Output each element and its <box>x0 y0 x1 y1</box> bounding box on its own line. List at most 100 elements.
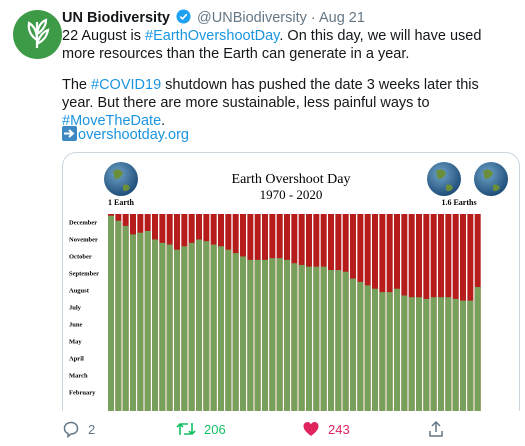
y-tick-label: November <box>69 236 98 243</box>
bar <box>122 225 129 411</box>
bar <box>181 246 188 411</box>
bar <box>445 297 452 411</box>
chart-subtitle: 1970 - 2020 <box>260 187 323 202</box>
bar <box>269 258 276 411</box>
text: . On this day, we will have used more re… <box>62 28 482 62</box>
y-tick-label: December <box>69 219 97 226</box>
earth-icon <box>427 162 461 196</box>
bar <box>225 249 232 411</box>
y-tick-label: April <box>69 355 84 362</box>
earth-land <box>113 169 130 192</box>
bar <box>276 258 283 411</box>
bar <box>240 256 247 411</box>
bar <box>328 270 335 411</box>
media-card[interactable]: 1 Earth 1.6 Earths Earth Overshoot Day 1… <box>62 152 520 411</box>
y-tick-label: March <box>69 372 88 379</box>
action-bar: 2 206 243 <box>0 418 525 442</box>
bar <box>298 264 305 411</box>
bar <box>335 270 342 411</box>
logo <box>27 18 50 49</box>
reply-icon <box>63 421 79 438</box>
bar <box>416 297 423 411</box>
bar <box>174 249 181 411</box>
text: The <box>62 77 92 93</box>
bar <box>320 266 327 411</box>
reply-button[interactable]: 2 <box>62 420 95 438</box>
bar <box>474 287 481 411</box>
earth-icon <box>474 162 508 196</box>
like-button[interactable]: 243 <box>302 420 350 438</box>
share-button[interactable] <box>427 420 445 438</box>
earth-land <box>436 169 453 192</box>
bar <box>342 271 349 411</box>
arrow-icon <box>62 126 77 141</box>
bar <box>218 246 225 411</box>
paragraph: 22 August is #EarthOvershootDay. On this… <box>62 27 514 63</box>
like-count: 243 <box>328 421 350 437</box>
chart: 1 Earth 1.6 Earths Earth Overshoot Day 1… <box>69 162 508 411</box>
y-tick-label: June <box>69 321 82 328</box>
bar <box>430 297 437 411</box>
link-row: overshootday.org <box>62 126 189 143</box>
bar <box>423 298 430 411</box>
author-name[interactable]: UN Biodiversity <box>62 10 170 26</box>
bar <box>196 239 203 411</box>
retweet-count: 206 <box>204 421 226 437</box>
bar <box>401 295 408 411</box>
bar <box>364 285 371 411</box>
bar <box>386 292 393 411</box>
bar <box>372 288 379 411</box>
text: . <box>161 113 166 129</box>
bar <box>166 244 173 411</box>
bar <box>108 215 115 411</box>
y-tick-label: February <box>69 389 96 396</box>
hashtag[interactable]: #COVID19 <box>91 77 162 93</box>
bar <box>152 239 159 411</box>
right-label: 1.6 Earths <box>441 198 476 207</box>
bar <box>262 259 269 411</box>
bar <box>467 300 474 411</box>
author-handle[interactable]: @UNBiodiversity <box>197 10 307 26</box>
bar <box>130 234 137 411</box>
bar <box>210 244 217 411</box>
paragraph: The #COVID19 shutdown has pushed the dat… <box>62 76 514 130</box>
bar <box>313 266 320 411</box>
bar <box>460 300 467 411</box>
y-tick-label: September <box>69 270 99 277</box>
y-tick-label: October <box>69 253 92 260</box>
text: 22 August is <box>62 28 146 44</box>
left-label: 1 Earth <box>108 198 135 207</box>
bar <box>203 241 210 411</box>
avatar[interactable] <box>13 10 62 59</box>
hashtag[interactable]: #EarthOvershootDay <box>145 28 280 44</box>
bar <box>379 292 386 411</box>
tweet-date[interactable]: Aug 21 <box>318 10 365 26</box>
like-icon <box>303 422 319 436</box>
link[interactable]: overshootday.org <box>78 127 189 143</box>
hashtag[interactable]: #MoveTheDate <box>62 113 162 129</box>
bar <box>232 253 239 411</box>
y-tick-label: July <box>69 304 82 311</box>
bar <box>254 259 261 411</box>
share-icon <box>429 420 443 437</box>
text: shutdown has pushed the date 3 weeks lat… <box>62 77 479 111</box>
bar <box>291 263 298 411</box>
bar <box>350 278 357 411</box>
bar <box>306 266 313 411</box>
tweet-header: UN Biodiversity @UNBiodiversity · Aug 21 <box>62 9 365 26</box>
verified-badge <box>176 9 191 24</box>
chart-title: Earth Overshoot Day <box>232 172 351 187</box>
separator: · <box>310 10 316 26</box>
bar <box>159 242 166 411</box>
earth-land <box>483 169 500 192</box>
y-tick-label: August <box>69 287 90 294</box>
bar <box>408 297 415 411</box>
reply-count: 2 <box>88 421 96 437</box>
bar <box>452 298 459 411</box>
bar <box>144 230 151 411</box>
bar <box>247 259 254 411</box>
bar <box>115 220 122 411</box>
retweet-button[interactable]: 206 <box>176 420 226 438</box>
retweet-icon <box>176 422 196 436</box>
